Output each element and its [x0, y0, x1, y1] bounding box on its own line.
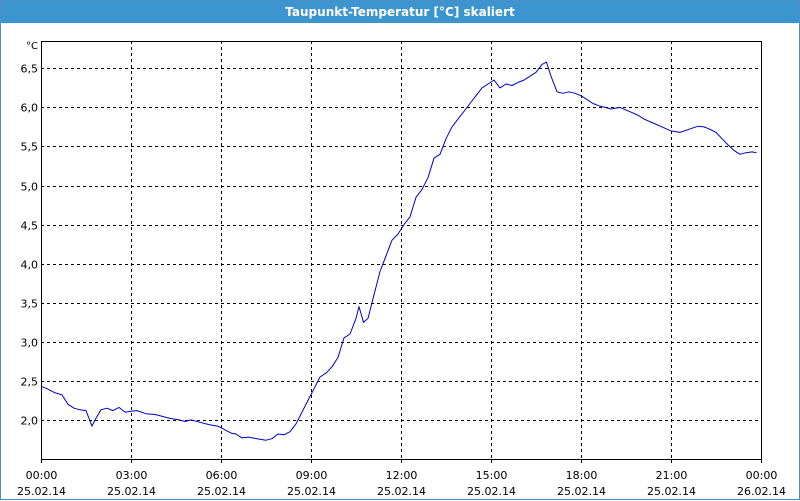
y-tick-label: 2,0 — [21, 415, 39, 428]
y-tick-label: 4,0 — [21, 259, 39, 272]
y-tick-label: 6,5 — [21, 63, 39, 76]
y-axis-unit-label: °C — [26, 41, 38, 52]
x-tick-date-label: 26.02.14 — [737, 485, 786, 498]
x-tick-time-label: 00:00 — [746, 469, 778, 482]
y-tick-label: 4,5 — [21, 220, 39, 233]
window-title: Taupunkt-Temperatur [°C] skaliert — [1, 1, 799, 23]
y-tick-label: 5,0 — [21, 181, 39, 194]
dewpoint-series-line — [40, 61, 757, 441]
x-tick-date-label: 25.02.14 — [467, 485, 516, 498]
x-tick-time-label: 03:00 — [116, 469, 148, 482]
x-tick-time-label: 09:00 — [296, 469, 328, 482]
x-tick-date-label: 25.02.14 — [287, 485, 336, 498]
y-tick-label: 5,5 — [21, 141, 39, 154]
x-tick-time-label: 18:00 — [566, 469, 598, 482]
y-tick-label: 6,0 — [21, 102, 39, 115]
y-tick-label: 2,5 — [21, 376, 39, 389]
x-tick-date-label: 25.02.14 — [107, 485, 156, 498]
x-tick-date-label: 25.02.14 — [17, 485, 66, 498]
x-tick-date-label: 25.02.14 — [647, 485, 696, 498]
x-tick-time-label: 06:00 — [206, 469, 238, 482]
x-tick-time-label: 15:00 — [476, 469, 508, 482]
x-tick-date-label: 25.02.14 — [377, 485, 426, 498]
x-tick-time-label: 12:00 — [386, 469, 418, 482]
y-tick-label: 3,5 — [21, 298, 39, 311]
x-tick-time-label: 00:00 — [26, 469, 58, 482]
y-tick-label: 3,0 — [21, 337, 39, 350]
x-tick-date-label: 25.02.14 — [557, 485, 606, 498]
plot-frame — [41, 41, 762, 460]
x-tick-time-label: 21:00 — [656, 469, 688, 482]
x-tick-date-label: 25.02.14 — [197, 485, 246, 498]
